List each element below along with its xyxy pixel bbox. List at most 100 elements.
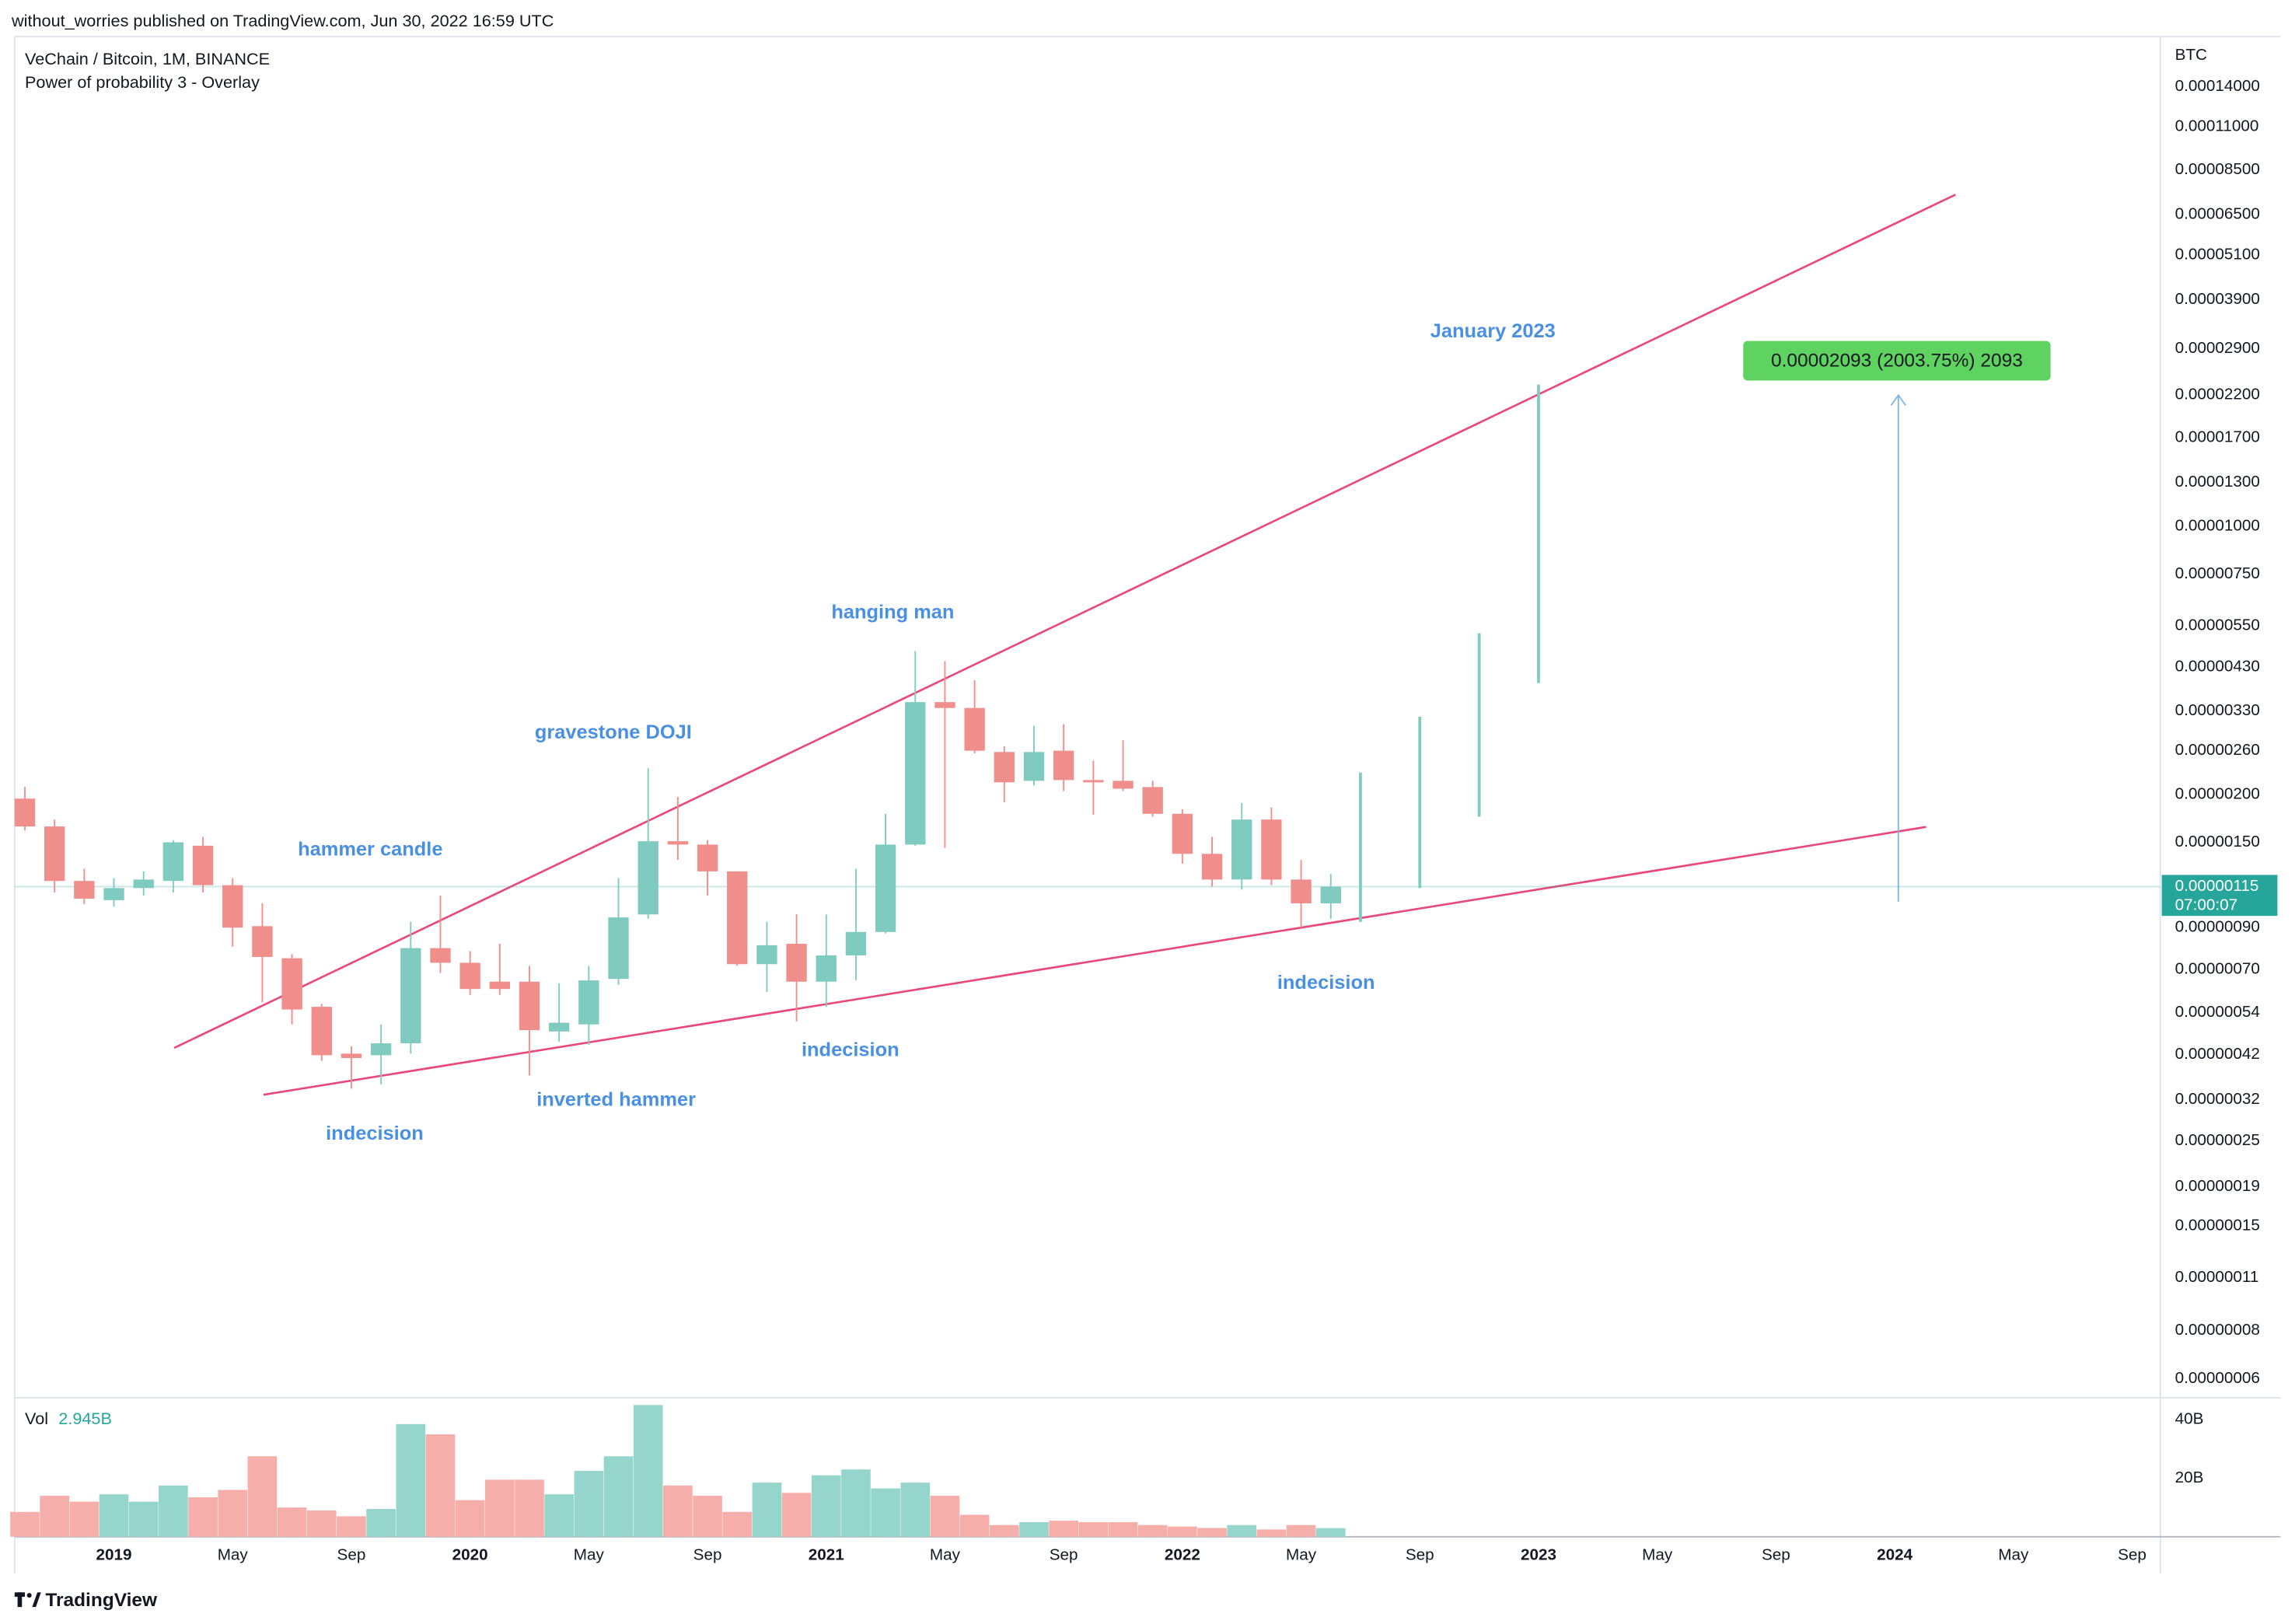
annotation: hammer candle <box>298 839 442 861</box>
y-tick-label: 0.00000015 <box>2175 1216 2260 1234</box>
published-line: without_worries published on TradingView… <box>11 11 554 30</box>
brand-logo <box>14 1592 41 1608</box>
volume-bar <box>722 1511 753 1537</box>
y-tick-label: 0.00000006 <box>2175 1369 2260 1387</box>
volume-bar <box>871 1488 900 1537</box>
x-tick-label: 2019 <box>96 1546 132 1564</box>
y-tick-label: 0.00000054 <box>2175 1003 2260 1021</box>
volume-bar <box>1227 1524 1257 1537</box>
annotation: indecision <box>326 1123 424 1144</box>
volume-bar <box>396 1423 426 1537</box>
volume-bar <box>366 1509 396 1537</box>
y-tick-label: 0.00005100 <box>2175 245 2260 263</box>
y-tick-label: 0.00006500 <box>2175 204 2260 222</box>
x-tick-label: Sep <box>2118 1546 2147 1564</box>
y-tick-label: 0.00001700 <box>2175 428 2260 446</box>
candle-body <box>1231 819 1252 880</box>
y-tick-label: 0.00014000 <box>2175 77 2260 95</box>
annotation: gravestone DOJI <box>535 721 692 743</box>
x-tick-label: 2022 <box>1165 1546 1200 1564</box>
volume-bar <box>1108 1521 1138 1537</box>
y-tick-label: 0.00000750 <box>2175 564 2260 582</box>
y-tick-label: 0.00000090 <box>2175 917 2260 935</box>
volume-tick-label: 40B <box>2175 1410 2204 1428</box>
volume-bar <box>306 1510 337 1537</box>
candle-body <box>400 948 421 1044</box>
volume-bar <box>1256 1529 1287 1537</box>
volume-bar <box>277 1507 307 1537</box>
volume-bar <box>69 1501 100 1537</box>
candle-body <box>756 945 777 965</box>
volume-bar <box>989 1524 1019 1537</box>
annotation: indecision <box>802 1039 899 1060</box>
annotation: hanging man <box>831 602 954 623</box>
current-price-badge <box>2161 875 2278 917</box>
candle-body <box>430 948 451 963</box>
volume-bar <box>128 1501 159 1537</box>
candle-body <box>667 841 689 845</box>
x-tick-label: Sep <box>1050 1546 1078 1564</box>
y-tick-label: 0.00011000 <box>2175 117 2259 135</box>
candle-body <box>578 980 599 1025</box>
volume-bar <box>1019 1521 1049 1537</box>
y-tick-label: 0.00000430 <box>2175 657 2260 675</box>
volume-bar <box>484 1479 515 1537</box>
candle-body <box>1201 854 1223 880</box>
y-tick-label: 0.00001300 <box>2175 473 2260 491</box>
volume-bar <box>930 1496 960 1537</box>
current-price-label: 0.00000115 <box>2175 877 2259 895</box>
volume-bar <box>159 1485 188 1537</box>
candle-body <box>934 702 955 708</box>
candle-body <box>459 962 480 990</box>
candle-body <box>1113 781 1134 789</box>
candle-body <box>1172 813 1193 854</box>
candle-body <box>727 871 748 965</box>
volume-bar <box>188 1497 218 1537</box>
candle-body <box>1320 886 1341 904</box>
candle-body <box>638 841 658 915</box>
x-tick-label: 2023 <box>1521 1546 1556 1564</box>
volume-bar <box>574 1471 604 1537</box>
volume-bar <box>1168 1526 1197 1537</box>
x-tick-label: Sep <box>693 1546 722 1564</box>
volume-bar <box>1286 1524 1316 1537</box>
y-tick-label: 0.00000042 <box>2175 1045 2260 1063</box>
countdown-label: 07:00:07 <box>2175 896 2238 913</box>
measure-tool <box>1890 393 1906 902</box>
y-tick-label: 0.00000008 <box>2175 1321 2260 1339</box>
candle-body <box>341 1053 362 1058</box>
volume-bar <box>337 1516 366 1537</box>
volume-bar <box>900 1483 931 1537</box>
annotation: inverted hammer <box>536 1088 696 1110</box>
volume-bar <box>781 1493 812 1537</box>
y-tick-label: 0.00002900 <box>2175 339 2260 357</box>
candle-body <box>1053 750 1074 781</box>
candle-body <box>786 944 807 982</box>
y-tick-label: 0.00000019 <box>2175 1177 2260 1195</box>
x-tick-label: Sep <box>1406 1546 1434 1564</box>
volume-bar <box>693 1496 722 1537</box>
volume-bar <box>1049 1521 1078 1537</box>
candle-body <box>1083 780 1104 783</box>
volume-tick-label: 20B <box>2175 1469 2204 1486</box>
y-tick-label: 0.00000011 <box>2175 1268 2259 1286</box>
volume-bar <box>752 1483 782 1537</box>
candle-body <box>994 752 1015 783</box>
annotation: January 2023 <box>1430 320 1556 342</box>
y-tick-label: 0.00001000 <box>2175 516 2260 534</box>
candle-body <box>1261 819 1282 880</box>
y-tick-label: 0.00000260 <box>2175 741 2260 759</box>
candle-body <box>44 826 65 882</box>
measure-box <box>1743 341 2051 381</box>
volume-bar <box>959 1514 990 1537</box>
volume-bar <box>99 1494 129 1537</box>
y-tick-label: 0.00000330 <box>2175 701 2260 719</box>
lower-trend-line <box>263 826 1926 1096</box>
candle-body <box>905 702 926 845</box>
volume-last: 2.945B <box>58 1409 112 1428</box>
y-tick-label: 0.00000025 <box>2175 1131 2260 1149</box>
x-tick-label: Sep <box>1762 1546 1790 1564</box>
volume-bar <box>218 1490 248 1537</box>
candle-body <box>162 842 184 882</box>
candle-body <box>311 1007 332 1056</box>
